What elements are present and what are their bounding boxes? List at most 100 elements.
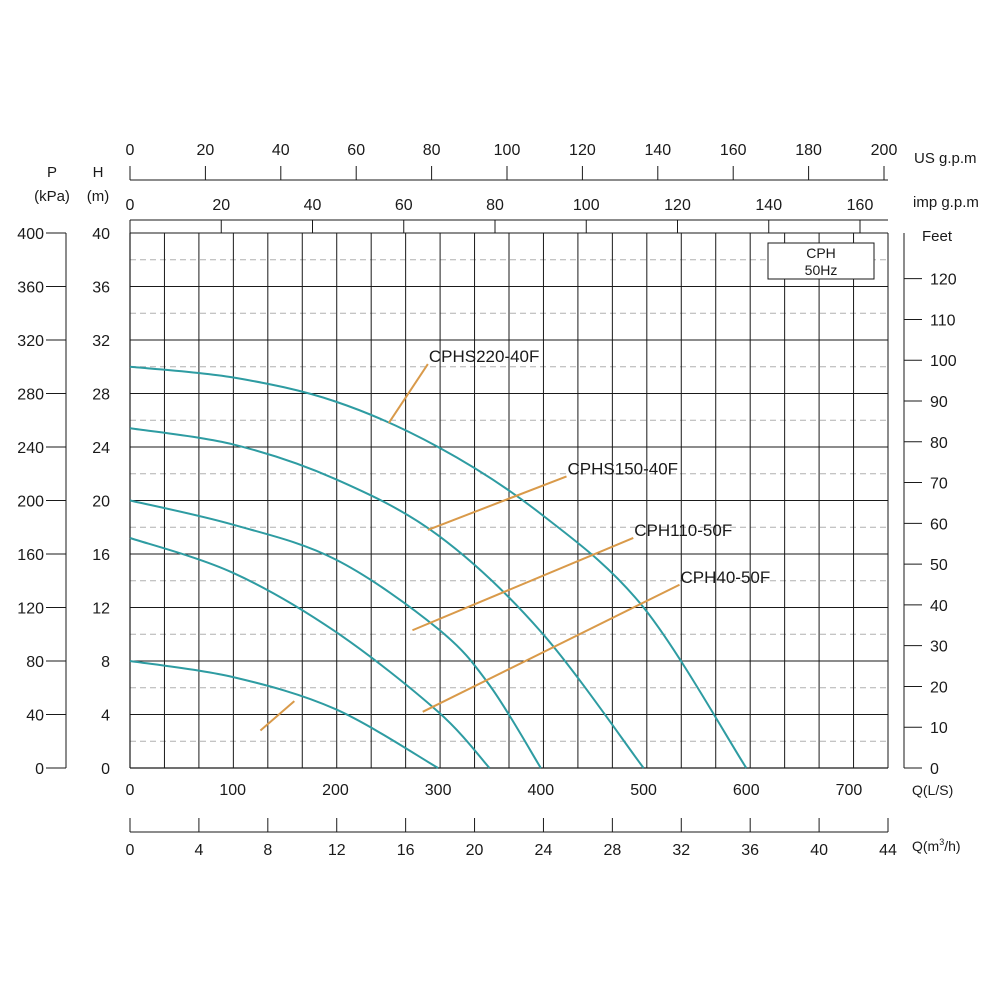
flow-m3h-tick-label: 4 xyxy=(194,842,203,859)
head-axis-title-top: H xyxy=(93,164,104,181)
pressure-tick-label: 80 xyxy=(26,654,44,671)
flow-ls-tick-label: 700 xyxy=(836,782,863,799)
feet-tick-label: 90 xyxy=(930,394,948,411)
feet-tick-label: 70 xyxy=(930,476,948,493)
impgpm-tick-label: 40 xyxy=(304,197,322,214)
leader-line xyxy=(387,363,429,424)
flow-m3h-tick-label: 12 xyxy=(328,842,346,859)
flow-m3h-tick-label: 40 xyxy=(810,842,828,859)
flow-ls-tick-label: 600 xyxy=(733,782,760,799)
feet-tick-label: 30 xyxy=(930,639,948,656)
usgpm-tick-label: 140 xyxy=(644,142,671,159)
flow-m3h-tick-label: 36 xyxy=(741,842,759,859)
impgpm-tick-label: 20 xyxy=(212,197,230,214)
pressure-axis-title-bottom: (kPa) xyxy=(34,188,70,205)
head-tick-label: 8 xyxy=(101,654,110,671)
curve-label: CPHS150-40F xyxy=(568,459,679,478)
curve-cph110-50f xyxy=(129,537,491,769)
leader-line xyxy=(427,475,567,531)
flow-m3h-axis-title-main: Q(m xyxy=(912,838,939,854)
curve-cphs220-40f xyxy=(129,427,645,769)
usgpm-tick-label: 80 xyxy=(423,142,441,159)
flow-m3h-tick-label: 20 xyxy=(466,842,484,859)
flow-m3h-tick-label: 16 xyxy=(397,842,415,859)
feet-tick-label: 60 xyxy=(930,516,948,533)
usgpm-tick-label: 120 xyxy=(569,142,596,159)
flow-ls-tick-label: 0 xyxy=(126,782,135,799)
curve-label: CPH110-50F xyxy=(634,521,732,540)
feet-tick-label: 80 xyxy=(930,435,948,452)
flow-m3h-axis-title-tail: /h) xyxy=(944,838,960,854)
flow-m3h-axis-title-sup: 3 xyxy=(939,837,944,847)
pressure-tick-label: 120 xyxy=(17,601,44,618)
head-tick-label: 32 xyxy=(92,333,110,350)
flow-ls-tick-label: 400 xyxy=(527,782,554,799)
flow-ls-tick-label: 100 xyxy=(219,782,246,799)
pressure-tick-label: 40 xyxy=(26,708,44,725)
flow-ls-tick-label: 300 xyxy=(425,782,452,799)
usgpm-tick-label: 60 xyxy=(347,142,365,159)
impgpm-tick-label: 140 xyxy=(755,197,782,214)
pressure-tick-label: 0 xyxy=(35,761,44,778)
head-tick-label: 4 xyxy=(101,708,110,725)
usgpm-tick-label: 200 xyxy=(871,142,898,159)
usgpm-tick-label: 160 xyxy=(720,142,747,159)
curve-cphs220-40f xyxy=(129,365,748,769)
feet-tick-label: 0 xyxy=(930,761,939,778)
usgpm-tick-label: 100 xyxy=(494,142,521,159)
legend-box-line-1: CPH xyxy=(806,245,836,261)
usgpm-tick-label: 40 xyxy=(272,142,290,159)
pressure-tick-label: 240 xyxy=(17,440,44,457)
head-tick-label: 28 xyxy=(92,387,110,404)
flow-m3h-tick-label: 44 xyxy=(879,842,897,859)
feet-tick-label: 120 xyxy=(930,272,957,289)
axis-titles: P (kPa) H (m) Feet US g.p.m imp g.p.m Q(… xyxy=(34,150,979,854)
usgpm-tick-label: 0 xyxy=(126,142,135,159)
usgpm-tick-label: 180 xyxy=(795,142,822,159)
impgpm-tick-label: 120 xyxy=(664,197,691,214)
flow-m3h-tick-label: 28 xyxy=(603,842,621,859)
flow-ls-tick-label: 500 xyxy=(630,782,657,799)
impgpm-axis-title: imp g.p.m xyxy=(913,194,979,211)
feet-tick-label: 50 xyxy=(930,557,948,574)
pressure-tick-label: 200 xyxy=(17,494,44,511)
head-tick-label: 40 xyxy=(92,226,110,243)
flow-m3h-axis-title: Q(m3/h) xyxy=(912,837,961,854)
pressure-tick-label: 360 xyxy=(17,280,44,297)
feet-axis-title: Feet xyxy=(922,228,953,245)
head-tick-label: 24 xyxy=(92,440,110,457)
feet-tick-label: 20 xyxy=(930,679,948,696)
flow-ls-tick-label: 200 xyxy=(322,782,349,799)
pressure-tick-label: 400 xyxy=(17,226,44,243)
flow-m3h-tick-label: 32 xyxy=(672,842,690,859)
leader-line xyxy=(422,583,680,713)
usgpm-axis-title: US g.p.m xyxy=(914,150,977,167)
curve-label: CPH40-50F xyxy=(680,568,770,587)
curve-cph40-50f xyxy=(129,660,439,769)
pressure-tick-label: 160 xyxy=(17,547,44,564)
leader-line xyxy=(412,537,634,632)
impgpm-tick-label: 100 xyxy=(573,197,600,214)
leader-line xyxy=(259,700,295,732)
flow-m3h-tick-label: 8 xyxy=(263,842,272,859)
flow-ls-axis-title: Q(L/S) xyxy=(912,782,953,798)
impgpm-tick-label: 160 xyxy=(847,197,874,214)
feet-tick-label: 10 xyxy=(930,720,948,737)
legend-box-line-2: 50Hz xyxy=(805,262,838,278)
curve-annotations: CPHS220-40F CPHS150-40F CPH110-50F CPH40-50… xyxy=(259,347,770,732)
curve-label: CPHS220-40F xyxy=(429,347,540,366)
head-tick-label: 20 xyxy=(92,494,110,511)
curve-cphs150-40f xyxy=(129,499,542,769)
feet-tick-label: 110 xyxy=(930,312,956,329)
head-tick-label: 0 xyxy=(101,761,110,778)
feet-tick-label: 40 xyxy=(930,598,948,615)
usgpm-tick-label: 20 xyxy=(197,142,215,159)
grid xyxy=(129,232,889,769)
pressure-tick-label: 280 xyxy=(17,387,44,404)
impgpm-tick-label: 0 xyxy=(126,197,135,214)
legend-box: CPH 50Hz xyxy=(767,242,875,280)
axes: 0481216202428323640040801201602002402803… xyxy=(17,142,957,859)
head-tick-label: 36 xyxy=(92,280,110,297)
impgpm-tick-label: 80 xyxy=(486,197,504,214)
